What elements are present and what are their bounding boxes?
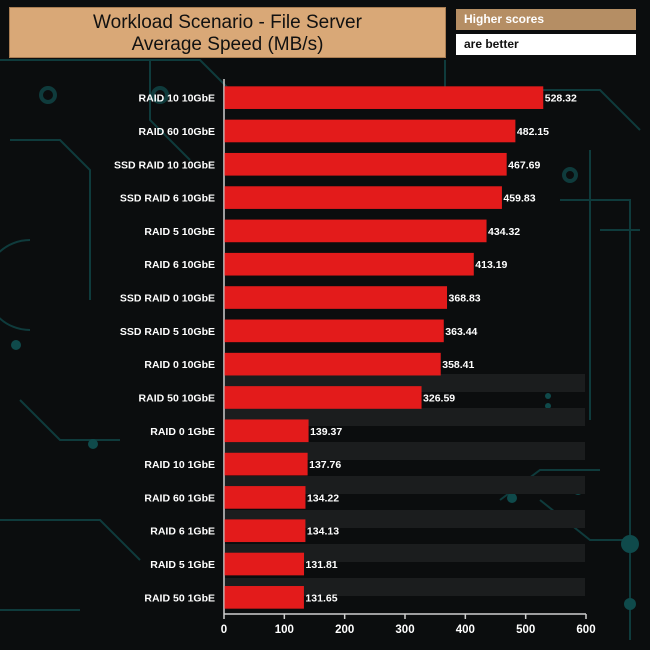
bar bbox=[224, 186, 502, 209]
category-label: SSD RAID 10 10GbE bbox=[114, 159, 215, 171]
category-label: RAID 6 1GbE bbox=[150, 526, 215, 538]
bar bbox=[224, 319, 444, 343]
legend-higher-scores: Higher scores bbox=[456, 9, 636, 30]
data-label: 459.83 bbox=[503, 193, 535, 205]
bar bbox=[224, 586, 304, 609]
category-label: RAID 10 1GbE bbox=[144, 459, 215, 471]
data-label: 137.76 bbox=[309, 459, 341, 471]
data-label: 528.32 bbox=[545, 93, 577, 105]
chart-title-line1: Workload Scenario - File Server bbox=[93, 12, 362, 33]
category-label: RAID 0 10GbE bbox=[144, 359, 215, 371]
category-label: RAID 50 1GbE bbox=[144, 592, 215, 604]
x-tick-label: 200 bbox=[335, 624, 354, 636]
chart-title: Workload Scenario - File Server Average … bbox=[9, 7, 446, 58]
chart-title-line2: Average Speed (MB/s) bbox=[131, 34, 324, 55]
data-label: 131.81 bbox=[306, 559, 338, 571]
legend-are-better: are better bbox=[456, 34, 636, 55]
x-tick-label: 600 bbox=[576, 624, 595, 636]
data-label: 482.15 bbox=[517, 126, 549, 138]
data-label: 467.69 bbox=[508, 159, 540, 171]
data-label: 134.13 bbox=[307, 526, 339, 538]
bar bbox=[224, 119, 516, 143]
bar bbox=[224, 152, 507, 176]
category-label: SSD RAID 5 10GbE bbox=[120, 326, 215, 338]
x-tick-label: 300 bbox=[395, 624, 414, 636]
bar bbox=[224, 252, 474, 276]
x-tick-label: 100 bbox=[275, 624, 294, 636]
category-label: SSD RAID 6 10GbE bbox=[120, 193, 215, 205]
category-label: SSD RAID 0 10GbE bbox=[120, 293, 215, 305]
bar bbox=[224, 286, 448, 309]
bar bbox=[224, 419, 309, 443]
category-label: RAID 50 10GbE bbox=[139, 392, 215, 404]
category-label: RAID 0 1GbE bbox=[150, 426, 215, 438]
category-label: RAID 5 1GbE bbox=[150, 559, 215, 571]
data-label: 413.19 bbox=[475, 259, 507, 271]
category-label: RAID 60 1GbE bbox=[144, 492, 215, 504]
data-label: 358.41 bbox=[442, 359, 474, 371]
x-tick-label: 500 bbox=[516, 624, 535, 636]
category-label: RAID 5 10GbE bbox=[144, 226, 215, 238]
bar bbox=[224, 452, 308, 476]
data-label: 134.22 bbox=[307, 492, 339, 504]
bar bbox=[224, 352, 441, 376]
bar bbox=[224, 519, 306, 543]
bar bbox=[224, 386, 422, 409]
x-tick-label: 0 bbox=[221, 624, 227, 636]
data-label: 131.65 bbox=[305, 592, 337, 604]
category-label: RAID 6 10GbE bbox=[144, 259, 215, 271]
data-label: 434.32 bbox=[488, 226, 520, 238]
category-label: RAID 60 10GbE bbox=[139, 126, 215, 138]
bar bbox=[224, 552, 305, 576]
data-label: 139.37 bbox=[310, 426, 342, 438]
bar bbox=[224, 219, 487, 243]
x-tick-label: 400 bbox=[456, 624, 475, 636]
bar bbox=[224, 486, 306, 509]
data-label: 363.44 bbox=[445, 326, 477, 338]
category-label: RAID 10 10GbE bbox=[139, 93, 215, 105]
data-label: 326.59 bbox=[423, 392, 455, 404]
bar bbox=[224, 86, 544, 109]
data-label: 368.83 bbox=[449, 293, 481, 305]
